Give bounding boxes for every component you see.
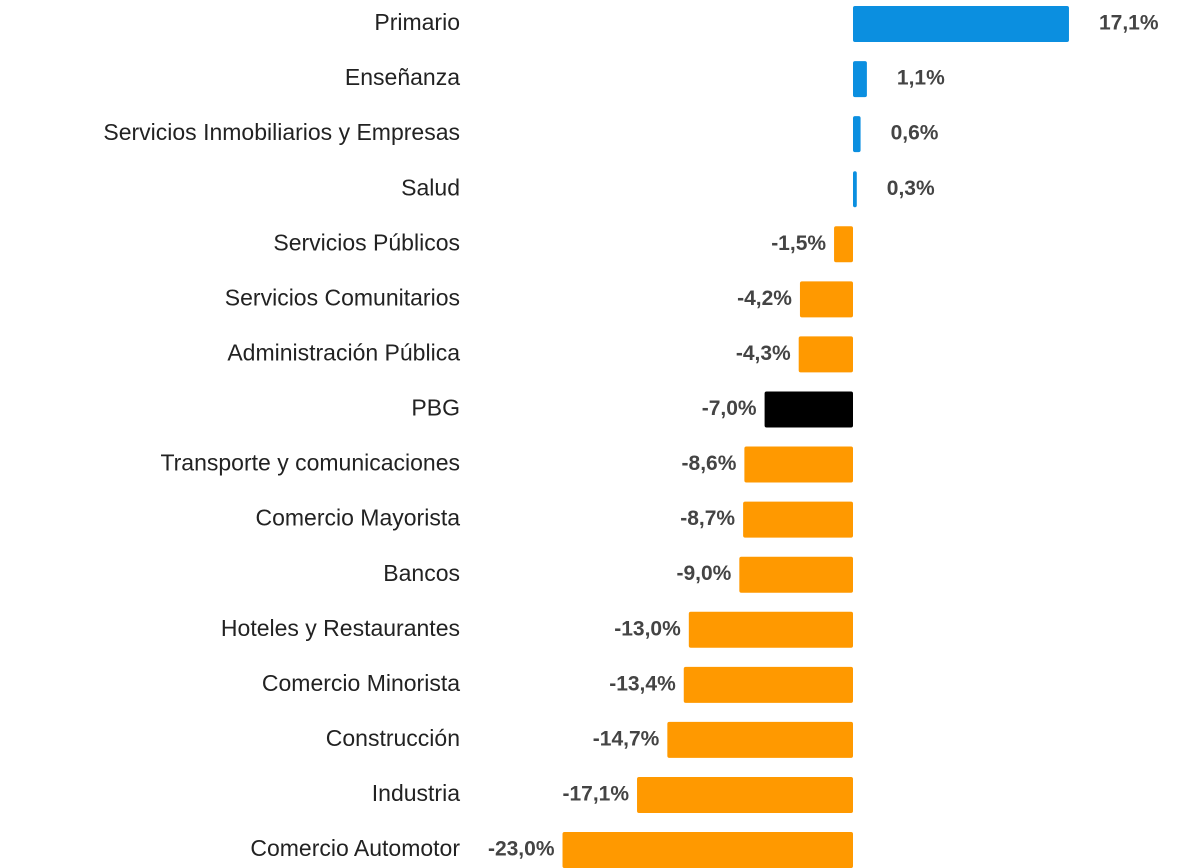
bar	[744, 446, 853, 483]
value-label: -4,2%	[737, 287, 792, 310]
bar	[834, 226, 853, 263]
value-label: -23,0%	[488, 838, 555, 861]
value-label: 17,1%	[1099, 12, 1159, 35]
category-label: Industria	[372, 780, 460, 806]
category-label: Hoteles y Restaurantes	[221, 615, 460, 641]
category-label: Comercio Minorista	[262, 670, 460, 696]
bar	[688, 611, 853, 648]
bar	[562, 832, 853, 868]
value-label: 0,6%	[891, 122, 939, 145]
bar	[739, 556, 853, 593]
value-label: -4,3%	[736, 342, 791, 365]
value-label: 1,1%	[897, 67, 945, 90]
value-label: -17,1%	[562, 783, 629, 806]
category-label: Construcción	[326, 725, 460, 751]
bar	[683, 666, 853, 703]
category-label: Bancos	[383, 560, 460, 586]
category-label: Comercio Automotor	[250, 835, 460, 861]
bar	[764, 391, 853, 428]
category-label: Comercio Mayorista	[256, 505, 461, 531]
category-label: Primario	[374, 9, 460, 35]
value-label: 0,3%	[887, 177, 935, 200]
category-label: Servicios Inmobiliarios y Empresas	[103, 119, 460, 145]
value-label: -1,5%	[771, 232, 826, 255]
bar	[798, 336, 853, 373]
value-label: -7,0%	[702, 397, 757, 420]
category-label: PBG	[411, 395, 460, 421]
bar	[853, 116, 861, 153]
value-label: -9,0%	[676, 562, 731, 585]
category-label: Servicios Públicos	[273, 229, 460, 255]
category-label: Salud	[401, 174, 460, 200]
bar	[667, 721, 853, 758]
category-label: Servicios Comunitarios	[225, 284, 460, 310]
value-label: -8,6%	[682, 452, 737, 475]
value-label: -13,0%	[614, 617, 681, 640]
value-label: -13,4%	[609, 672, 676, 695]
bar	[853, 6, 1069, 42]
category-label: Administración Pública	[227, 339, 460, 365]
bar	[853, 171, 857, 208]
category-label: Transporte y comunicaciones	[160, 450, 460, 476]
bar	[799, 281, 853, 318]
bar	[637, 776, 853, 813]
category-label: Enseñanza	[345, 64, 460, 90]
bar	[853, 61, 867, 98]
value-label: -14,7%	[593, 727, 660, 750]
value-label: -8,7%	[680, 507, 735, 530]
bar	[743, 501, 853, 538]
